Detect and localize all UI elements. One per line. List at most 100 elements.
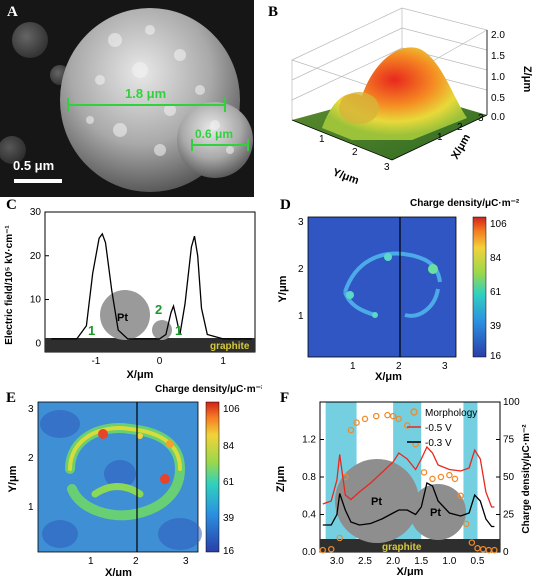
morphology-point	[361, 415, 369, 423]
svg-text:2: 2	[396, 361, 402, 372]
d-cbar-tick: 84	[490, 253, 502, 264]
panel-c: -1 0 1 0 10 20 30 Pt 1 2 1 graphite X/μm Elect…	[0, 197, 265, 382]
morphology-point	[451, 475, 459, 483]
c-y-tick-label: 30	[30, 207, 42, 218]
f-x-tick-label: 2.5	[358, 556, 372, 567]
morphology-point	[347, 426, 355, 434]
c-y-tick-label: 0	[35, 338, 41, 349]
panel-d: 106 84 61 39 16 3 2 1 1 2 3 Charge density/μ…	[270, 197, 537, 383]
legend-label: -0.3 V	[425, 438, 452, 449]
pt-label: Pt	[371, 496, 382, 508]
morphology-point	[373, 412, 380, 420]
panel-f: 3.0 2.5 2.0 1.5 1.0 0.5 0.0 0.4 0.8 1.2 0 25 50 75 100…	[270, 384, 537, 578]
d-colorbar	[472, 216, 487, 358]
svg-text:2: 2	[133, 556, 139, 567]
measure-large-label: 1.8 μm	[125, 86, 167, 101]
f-x-tick-label: 2.0	[386, 556, 400, 567]
y-tick: 3	[384, 162, 390, 173]
region-label: 1	[175, 323, 182, 338]
f-x-tick-label: 3.0	[330, 556, 344, 567]
f-y-tick-label: 0.0	[302, 547, 316, 558]
d-colorbar-title: Charge density/μC·m⁻²	[410, 198, 520, 209]
morphology-point	[395, 415, 403, 423]
morphology-point	[389, 412, 397, 420]
morphology-point	[353, 419, 360, 426]
e-ylabel: Y/μm	[7, 465, 19, 492]
e-cbar-tick: 84	[223, 441, 235, 452]
panel-d-label: D	[280, 197, 291, 213]
legend: Morphology -0.5 V -0.3 V	[407, 408, 477, 449]
morphology-point	[457, 492, 464, 500]
f-y-tick-label: 0.4	[302, 510, 316, 521]
svg-text:3: 3	[28, 404, 34, 415]
morphology-point	[462, 520, 470, 528]
z-tick: 1.0	[491, 72, 505, 83]
c-xlabel: X/μm	[127, 369, 154, 381]
e-cbar-tick: 106	[223, 404, 240, 415]
e-cbar-tick: 16	[223, 546, 235, 557]
c-ylabel: Electric field/10⁵ kV·cm⁻¹	[4, 225, 15, 345]
panel-c-label: C	[6, 197, 17, 213]
d-map-area	[307, 216, 457, 358]
morphology-point	[403, 422, 411, 429]
panel-b: 2.0 1.5 1.0 0.5 0.0 1 2 3 1 2 3 Z/μm Y/μ…	[262, 0, 537, 197]
f-xlabel: X/μm	[397, 566, 424, 576]
morphology-point	[328, 545, 335, 553]
b-xlabel: X/μm	[449, 132, 473, 161]
morphology-point	[336, 534, 343, 542]
c-x-tick-label: -1	[91, 356, 100, 367]
morphology-point	[446, 471, 453, 479]
region-label: 1	[88, 323, 95, 338]
series-line-03v	[322, 482, 495, 528]
b-ylabel: Y/μm	[331, 167, 361, 188]
scale-bar-label: 0.5 μm	[13, 158, 55, 173]
region-label: 2	[155, 302, 162, 317]
x-tick: 2	[457, 122, 463, 133]
morphology-point	[468, 539, 476, 546]
pt-particle-small	[152, 320, 172, 340]
f-x-tick-label: 1.0	[442, 556, 456, 567]
f-y-tick-label: 0.8	[302, 472, 316, 483]
graphite-label: graphite	[210, 341, 250, 352]
f-x-tick-label: 1.5	[414, 556, 428, 567]
c-axes-frame	[44, 211, 256, 353]
svg-text:1: 1	[298, 311, 304, 322]
legend-marker-morphology	[410, 408, 418, 416]
d-ylabel: Y/μm	[277, 275, 289, 302]
svg-text:3: 3	[298, 217, 304, 228]
z-tick: 1.5	[491, 51, 505, 62]
d-xlabel: X/μm	[375, 371, 402, 382]
f-y2-tick-label: 75	[503, 435, 515, 446]
d-cbar-tick: 39	[490, 321, 502, 332]
svg-text:3: 3	[183, 556, 189, 567]
x-tick: 1	[437, 132, 443, 143]
x-tick: 3	[478, 113, 484, 124]
svg-text:3: 3	[442, 361, 448, 372]
highlight-band	[463, 402, 478, 552]
legend-label: -0.5 V	[425, 423, 452, 434]
electric-field-line	[51, 232, 252, 340]
sem-image	[0, 8, 253, 192]
svg-text:2: 2	[298, 264, 304, 275]
pt-particle	[100, 290, 150, 340]
d-cbar-tick: 61	[490, 287, 502, 298]
pt-label: Pt	[430, 507, 441, 519]
f-y2-tick-label: 0	[503, 547, 509, 558]
morphology-point	[319, 546, 327, 554]
c-y-tick-label: 20	[30, 251, 42, 262]
panel-a-label: A	[7, 4, 18, 20]
panel-e: 106 84 61 39 16 3 2 1 1 2 3 Charge density/μ…	[0, 384, 265, 579]
svg-text:1: 1	[88, 556, 94, 567]
morphology-point	[437, 473, 445, 481]
y-tick: 1	[319, 134, 325, 145]
legend-label: Morphology	[425, 408, 477, 419]
z-tick: 0.0	[491, 112, 505, 123]
z-tick: 2.0	[491, 30, 505, 41]
surface-plot: 2.0 1.5 1.0 0.5 0.0 1 2 3 1 2 3 Z/μm Y/μ…	[291, 7, 533, 188]
svg-text:1: 1	[350, 361, 356, 372]
e-xlabel: X/μm	[105, 567, 132, 576]
svg-text:2: 2	[28, 453, 34, 464]
d-cbar-tick: 16	[490, 351, 502, 362]
f-ylabel-right: Charge density/μC·m⁻²	[521, 424, 532, 534]
